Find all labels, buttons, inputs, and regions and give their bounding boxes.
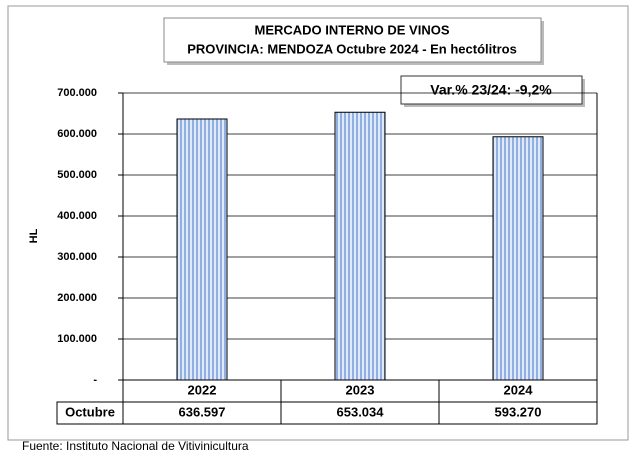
y-tick-label: 200.000 — [57, 292, 97, 304]
annotation-box — [400, 75, 583, 105]
chart-title: MERCADO INTERNO DE VINOS — [254, 22, 449, 37]
annotation: Var.% 23/24: -9,2% — [430, 82, 552, 98]
chart-subtitle: PROVINCIA: MENDOZA Octubre 2024 - En hec… — [187, 41, 517, 56]
y-tick-label: 300.000 — [57, 251, 97, 263]
bar — [176, 118, 228, 381]
legend-label: Octubre — [65, 404, 115, 419]
x-tick-label: 2022 — [188, 382, 217, 397]
y-tick-label: 100.000 — [57, 333, 97, 345]
y-tick-label: 400.000 — [57, 210, 97, 222]
bar — [492, 136, 544, 381]
table-value: 636.597 — [179, 404, 226, 419]
y-tick-label: 500.000 — [57, 169, 97, 181]
y-tick-label: 700.000 — [57, 87, 97, 99]
table-frame — [56, 401, 598, 425]
source: Fuente: Instituto Nacional de Vitivinicu… — [22, 439, 249, 453]
table-value: 653.034 — [337, 404, 385, 419]
y-axis-label: HL — [28, 228, 40, 243]
x-tick-label: 2023 — [346, 382, 375, 397]
x-tick-label: 2024 — [504, 382, 534, 397]
title-box — [163, 17, 542, 63]
bar — [334, 111, 386, 381]
y-tick-label: 600.000 — [57, 128, 97, 140]
table-value: 593.270 — [495, 404, 542, 419]
y-tick-label: - — [93, 374, 97, 386]
